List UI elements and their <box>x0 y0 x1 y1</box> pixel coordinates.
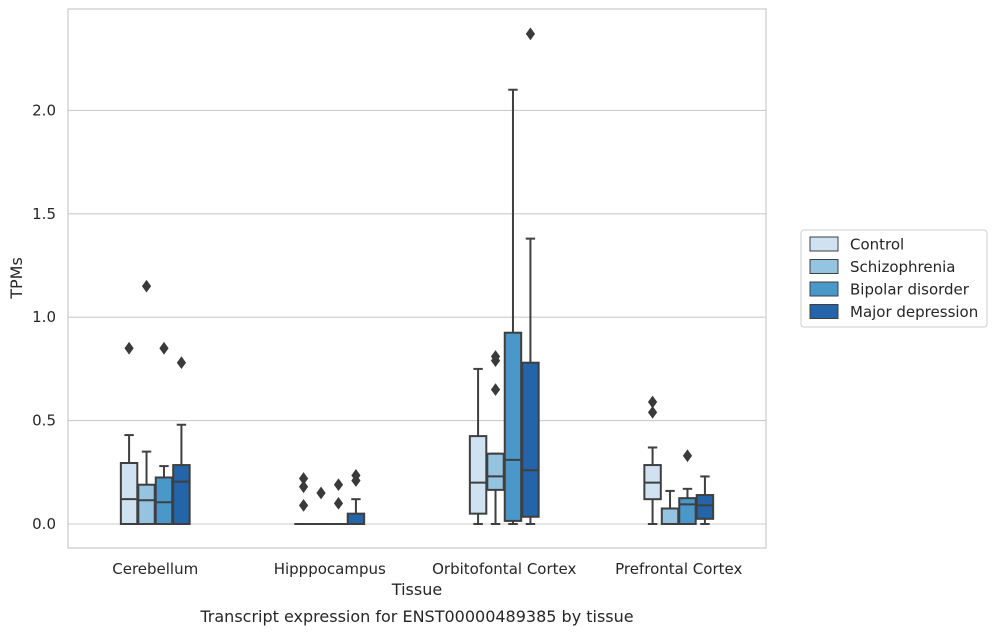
outlier-point <box>141 279 152 293</box>
legend: Control Schizophrenia Bipolar disorder Majo… <box>800 229 988 328</box>
y-tick-labels: 0.0 0.5 1.0 1.5 2.0 <box>32 101 56 533</box>
box-group <box>660 489 680 525</box>
box-group <box>678 449 697 525</box>
box <box>503 331 523 522</box>
outlier-point <box>298 499 309 512</box>
y-tick-label: 2.0 <box>32 101 56 119</box>
box-group <box>329 478 348 526</box>
outlier-point <box>298 472 309 485</box>
outlier-point <box>490 383 501 396</box>
grid-lines <box>68 109 766 525</box>
outlier-point <box>159 341 169 355</box>
outlier-point <box>316 486 326 500</box>
outlier-point <box>351 469 361 482</box>
x-tick-label: Prefrontal Cortex <box>615 560 742 578</box>
legend-swatch <box>809 259 839 274</box>
box <box>486 452 505 491</box>
outlier-point <box>176 356 187 370</box>
box-group <box>695 475 715 525</box>
outlier-point <box>490 350 501 363</box>
chart-caption: Transcript expression for ENST0000048938… <box>199 607 633 626</box>
y-tick-label: 1.0 <box>32 308 56 326</box>
box <box>660 507 680 525</box>
x-tick-label: Cerebellum <box>112 560 198 578</box>
y-tick-label: 0.5 <box>32 412 56 430</box>
x-tick-label: Orbitofontal Cortex <box>432 560 576 578</box>
legend-swatch <box>809 281 839 297</box>
box <box>521 361 540 518</box>
box <box>695 494 715 520</box>
box-group <box>294 472 313 526</box>
box-group <box>119 341 139 525</box>
x-tick-label: Hipppocampus <box>274 560 386 578</box>
box <box>468 435 488 515</box>
y-tick-label: 0.0 <box>32 515 56 533</box>
box <box>172 464 191 526</box>
box <box>346 512 366 525</box>
legend-label: Schizophrenia <box>850 258 955 276</box>
legend-swatch <box>809 304 839 319</box>
box <box>678 497 697 525</box>
box <box>154 476 174 525</box>
x-tick-labels: Cerebellum Hipppocampus Orbitofontal Corte… <box>112 560 742 578</box>
box-group <box>346 469 366 525</box>
x-axis-label: Tissue <box>391 580 442 599</box>
box-group <box>172 356 191 526</box>
box-group <box>311 486 331 526</box>
box-group <box>137 279 156 526</box>
outlier-point <box>647 405 658 419</box>
box-groups <box>119 27 715 526</box>
box-group <box>154 341 174 525</box>
box-group <box>486 350 505 525</box>
box-group <box>503 88 523 525</box>
outlier-point <box>682 449 693 463</box>
outlier-point <box>333 478 344 492</box>
legend-swatch <box>809 236 839 252</box>
plot-frame <box>67 8 767 549</box>
legend-frame <box>800 229 988 328</box>
box-group <box>643 395 662 525</box>
y-axis-label: TPMs <box>7 257 26 300</box>
outlier-point <box>298 480 309 494</box>
box-group <box>521 27 540 525</box>
legend-label: Bipolar disorder <box>850 281 970 299</box>
outlier-point <box>333 496 344 510</box>
legend-label: Major depression <box>850 303 978 321</box>
outlier-point <box>647 395 658 409</box>
box <box>137 483 156 526</box>
legend-label: Control <box>850 236 904 254</box>
box <box>119 461 139 525</box>
box-group <box>468 367 488 525</box>
outlier-point <box>124 341 134 355</box>
outlier-point <box>525 27 536 41</box>
y-tick-label: 1.5 <box>32 205 56 223</box>
